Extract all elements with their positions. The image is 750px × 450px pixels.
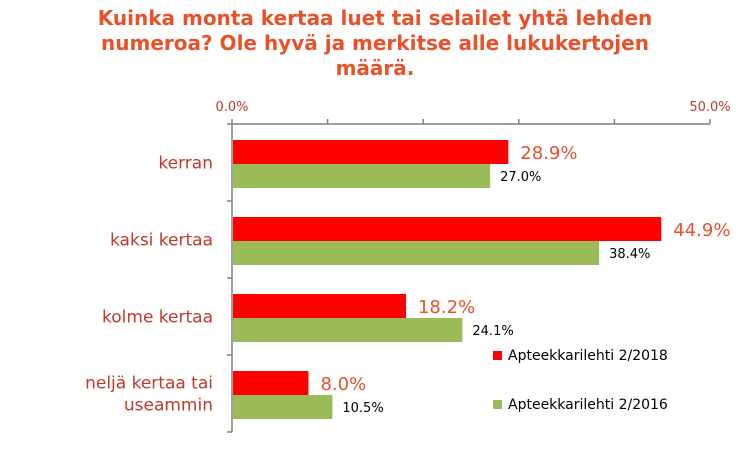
chart-title: Kuinka monta kertaa luet tai selailet yh… (97, 6, 653, 80)
category-label: neljä kertaa tai useammin (85, 374, 213, 416)
category-label: kaksi kertaa (110, 231, 213, 251)
bar-2018 (233, 217, 662, 241)
x-tick-label: 50.0% (689, 100, 730, 115)
category-label: kerran (158, 154, 213, 174)
x-tick-label: 0.0% (215, 100, 248, 115)
data-label-2018: 8.0% (320, 374, 366, 395)
bar-2016 (233, 395, 333, 419)
legend-label-2016: Apteekkarilehti 2/2016 (508, 397, 668, 413)
bar-2016 (233, 318, 463, 342)
bar-2016 (233, 164, 491, 188)
bar-2018 (233, 140, 509, 164)
category-label: kolme kertaa (102, 308, 213, 328)
legend: Apteekkarilehti 2/2018 Apteekkarilehti 2/… (493, 348, 668, 413)
data-label-2018: 28.9% (520, 143, 577, 164)
bar-2018 (233, 294, 406, 318)
data-label-2016: 27.0% (500, 170, 541, 185)
legend-swatch-2018 (493, 351, 502, 360)
data-label-2018: 44.9% (673, 220, 730, 241)
data-label-2016: 10.5% (342, 401, 383, 416)
legend-label-2018: Apteekkarilehti 2/2018 (508, 348, 668, 364)
bar-2018 (233, 371, 309, 395)
data-labels: 28.9% 27.0% 44.9% 38.4% 18.2% 24.1% 8.0% 10.5% (320, 143, 730, 416)
bar-2016 (233, 241, 600, 265)
category-labels: kerran kaksi kertaa kolme kertaa neljä kert… (85, 154, 213, 416)
axes (227, 119, 711, 433)
bars (233, 140, 662, 419)
data-label-2016: 38.4% (609, 247, 650, 262)
data-label-2016: 24.1% (472, 324, 513, 339)
legend-swatch-2016 (493, 400, 502, 409)
data-label-2018: 18.2% (418, 297, 475, 318)
x-axis-ticks: 0.0% 50.0% (215, 100, 730, 115)
